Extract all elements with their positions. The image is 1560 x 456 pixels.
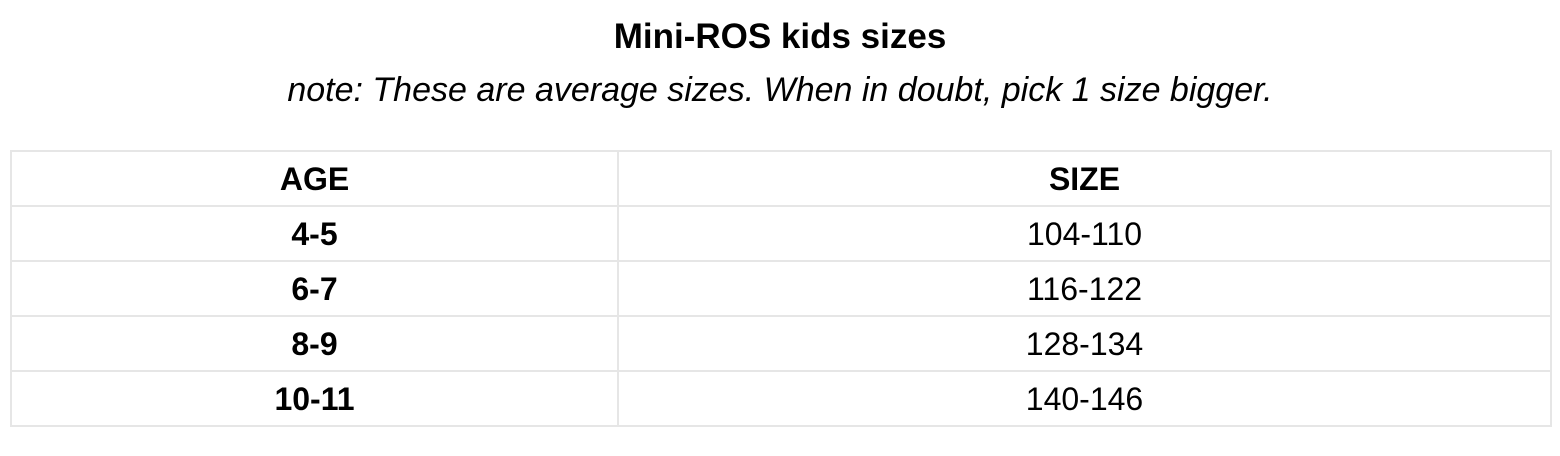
page-title: Mini-ROS kids sizes	[613, 17, 947, 56]
size-cell: 116-122	[617, 260, 1552, 317]
table-row: 4-5 104-110	[10, 205, 1552, 262]
column-header-age: AGE	[10, 150, 619, 207]
age-cell: 6-7	[10, 260, 619, 317]
age-cell: 4-5	[10, 205, 619, 262]
size-cell: 140-146	[617, 370, 1552, 427]
column-header-size: SIZE	[617, 150, 1552, 207]
table-row: 8-9 128-134	[10, 315, 1552, 372]
size-cell: 128-134	[617, 315, 1552, 372]
table-row: 6-7 116-122	[10, 260, 1552, 317]
size-note: note: These are average sizes. When in d…	[287, 71, 1273, 109]
size-table: AGE SIZE 4-5 104-110 6-7 116-122 8-9 128…	[10, 150, 1552, 427]
age-cell: 8-9	[10, 315, 619, 372]
table-header-row: AGE SIZE	[10, 150, 1552, 207]
table-row: 10-11 140-146	[10, 370, 1552, 427]
age-cell: 10-11	[10, 370, 619, 427]
size-cell: 104-110	[617, 205, 1552, 262]
